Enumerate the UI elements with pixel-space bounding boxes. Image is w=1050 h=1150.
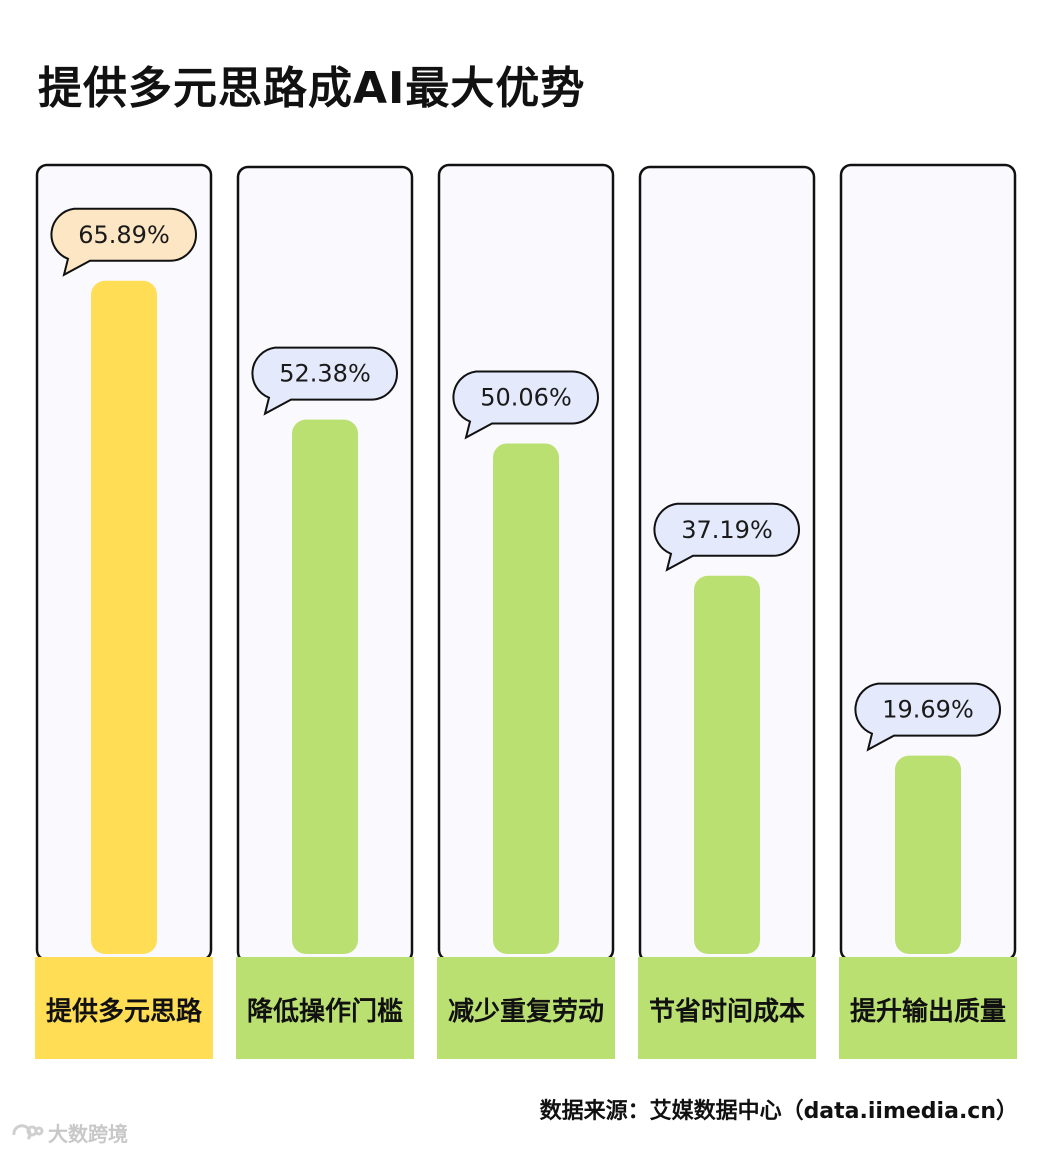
category-label: 减少重复劳动 — [448, 997, 604, 1027]
category-label: 节省时间成本 — [649, 997, 805, 1027]
watermark-logo-icon — [12, 1123, 44, 1140]
bar — [91, 280, 157, 954]
category-band — [638, 957, 816, 1059]
bar-group: 降低操作门槛 52.38% — [236, 165, 414, 1059]
watermark: 大数跨境 — [10, 1118, 128, 1147]
category-band — [437, 957, 615, 1059]
bar — [895, 755, 961, 954]
value-bubble — [251, 346, 398, 416]
value-bubble — [50, 207, 197, 277]
bar — [694, 575, 760, 954]
source-note: 数据来源：艾媒数据中心（data.iimedia.cn） — [539, 1099, 1018, 1124]
value-label: 37.19% — [681, 516, 773, 544]
value-label: 52.38% — [279, 360, 371, 388]
category-label: 提供多元思路 — [46, 996, 203, 1027]
value-label: 50.06% — [480, 383, 572, 411]
bar-group: 节省时间成本 37.19% — [638, 165, 816, 1059]
watermark-text: 大数跨境 — [48, 1122, 128, 1146]
value-bubble — [854, 682, 1001, 752]
bar — [493, 443, 559, 954]
category-band — [839, 957, 1017, 1059]
value-bubble — [452, 370, 599, 440]
value-label: 65.89% — [78, 221, 170, 249]
chart-title: 提供多元思路成AI最大优势 — [38, 63, 586, 114]
value-bubble — [653, 502, 800, 572]
bar — [292, 419, 358, 954]
bar-group: 减少重复劳动 50.06% — [437, 163, 615, 1059]
category-label: 降低操作门槛 — [247, 997, 403, 1027]
value-label: 19.69% — [882, 696, 974, 724]
bar-group: 提升输出质量 19.69% — [839, 163, 1017, 1059]
category-band — [35, 957, 213, 1059]
category-band — [236, 957, 414, 1059]
category-label: 提升输出质量 — [850, 996, 1006, 1027]
bar-group: 提供多元思路 65.89% — [35, 163, 213, 1059]
